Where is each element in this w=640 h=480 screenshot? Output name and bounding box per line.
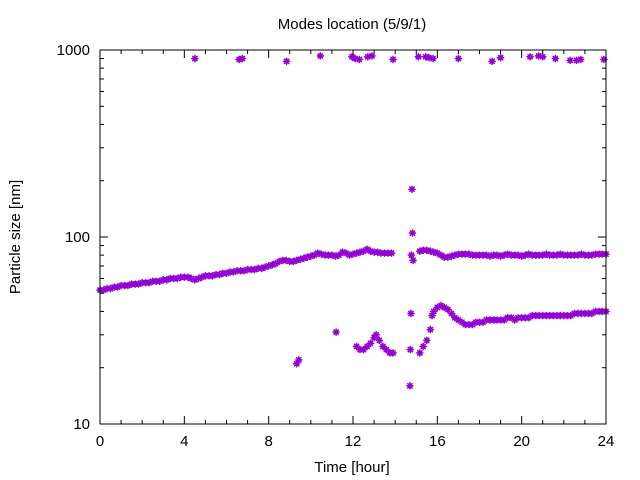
data-point [488,57,496,66]
y-axis-label: Particle size [nm] [7,180,24,294]
axis-ticks [99,49,607,425]
axis-tick-labels: 0 4 8 12 16 20 24 10 100 1000 [57,42,615,450]
data-point [407,309,415,318]
y-tick-label: 100 [65,229,90,246]
data-point [335,251,343,259]
x-tick-label: 8 [264,433,272,450]
data-point [366,339,375,348]
data-point [389,349,397,357]
data-point [507,313,515,322]
data-point [451,313,459,322]
data-point [406,345,415,354]
data-point [389,55,397,64]
data-point [368,52,376,60]
y-tick-label: 1000 [57,42,90,59]
data-point [408,229,417,237]
data-point [551,54,560,63]
x-tick-label: 4 [180,433,188,450]
data-point [332,328,340,336]
data-point [454,54,463,63]
data-point [382,345,391,354]
x-tick-label: 16 [429,433,446,450]
data-point [414,52,423,61]
data-point [406,382,414,390]
data-point [355,55,364,64]
data-point [447,309,456,318]
data-point [191,54,199,63]
data-points [96,52,610,390]
data-point [282,57,291,66]
data-point [372,330,380,339]
data-point [526,52,534,61]
data-point [408,185,416,194]
x-tick-label: 12 [345,433,362,450]
data-point [375,336,384,345]
data-point [416,349,424,357]
chart-title: Modes location (5/9/1) [278,16,426,33]
data-point [429,54,437,63]
x-tick-label: 20 [513,433,530,450]
data-point [295,356,303,364]
data-point [409,256,417,265]
plot-frame [99,49,607,425]
x-tick-label: 0 [96,433,104,450]
data-point [419,342,428,351]
x-axis-label: Time [hour] [314,459,389,476]
data-point [316,52,325,60]
data-point [422,336,431,345]
data-point [407,251,416,259]
data-point [359,345,368,354]
data-point [387,249,396,257]
y-tick-label: 10 [73,416,90,433]
x-tick-label: 24 [598,433,615,450]
data-point [566,56,574,65]
data-point [576,55,585,64]
data-point [538,52,547,61]
data-point [426,325,435,334]
data-point [496,53,505,62]
data-point [238,54,247,63]
